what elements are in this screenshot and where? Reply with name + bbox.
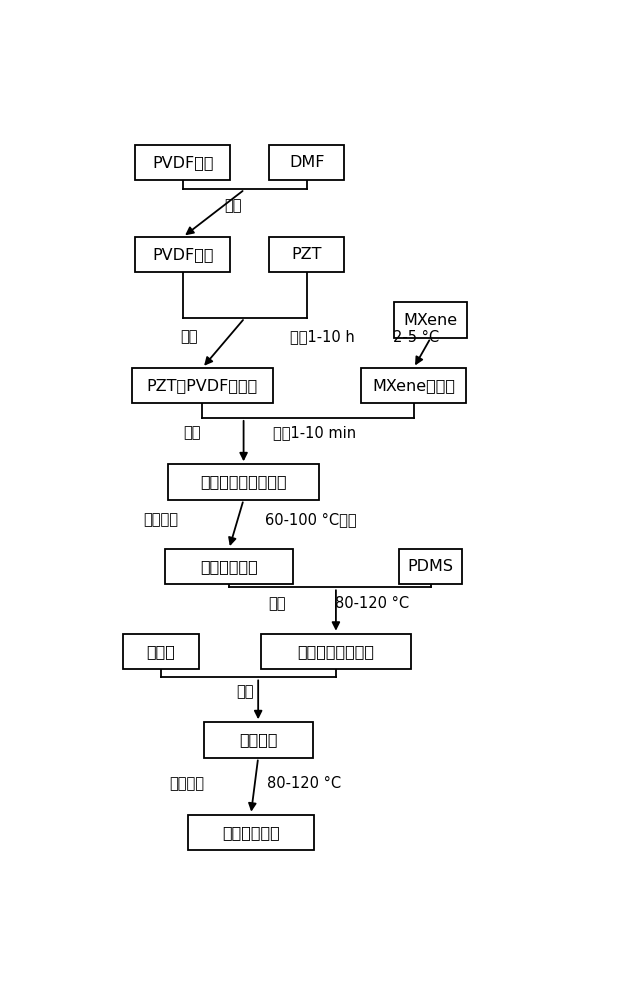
FancyBboxPatch shape [261,634,411,669]
FancyBboxPatch shape [187,815,314,850]
Text: 80-120 °C: 80-120 °C [335,596,409,611]
Text: PDMS: PDMS [408,559,454,574]
Text: PVDF溶液: PVDF溶液 [152,247,214,262]
FancyBboxPatch shape [204,722,313,758]
FancyBboxPatch shape [394,302,467,338]
FancyBboxPatch shape [399,549,462,584]
FancyBboxPatch shape [269,237,344,272]
FancyBboxPatch shape [168,464,319,500]
Text: 2-5 °C: 2-5 °C [393,330,440,345]
Text: 搅拌: 搅拌 [224,198,241,213]
FancyBboxPatch shape [124,634,199,669]
FancyBboxPatch shape [165,549,293,584]
Text: 80-120 °C: 80-120 °C [267,776,341,791]
Text: PZT: PZT [292,247,322,262]
Text: PZT、PVDF悬浊液: PZT、PVDF悬浊液 [147,378,258,393]
Text: 搅拌: 搅拌 [183,425,201,440]
Text: 光刻: 光刻 [236,684,254,699]
Text: 超声1-10 h: 超声1-10 h [290,330,354,345]
Text: 静电纺丝: 静电纺丝 [143,512,178,527]
FancyBboxPatch shape [361,368,466,403]
Text: 搅拌: 搅拌 [181,330,198,345]
Text: 自驱动传感器: 自驱动传感器 [222,825,280,840]
Text: 脱气1-10 min: 脱气1-10 min [273,425,356,440]
Text: 金电极: 金电极 [147,644,176,659]
Text: DMF: DMF [289,155,325,170]
FancyBboxPatch shape [135,145,230,180]
FancyBboxPatch shape [132,368,273,403]
FancyBboxPatch shape [269,145,344,180]
Text: 光滑复合纤维薄膜: 光滑复合纤维薄膜 [297,644,374,659]
Text: PVDF粉末: PVDF粉末 [152,155,214,170]
Text: 真空固化: 真空固化 [170,776,205,791]
Text: MXene纳米片: MXene纳米片 [372,378,455,393]
Text: 器件组装: 器件组装 [239,732,277,747]
Text: 热压: 热压 [268,596,285,611]
Text: MXene: MXene [404,313,458,328]
FancyBboxPatch shape [135,237,230,272]
Text: 复合纤维薄膜: 复合纤维薄膜 [200,559,258,574]
Text: 60-100 °C退火: 60-100 °C退火 [265,512,357,527]
Text: 复合纤维前驱体溶液: 复合纤维前驱体溶液 [200,474,287,489]
